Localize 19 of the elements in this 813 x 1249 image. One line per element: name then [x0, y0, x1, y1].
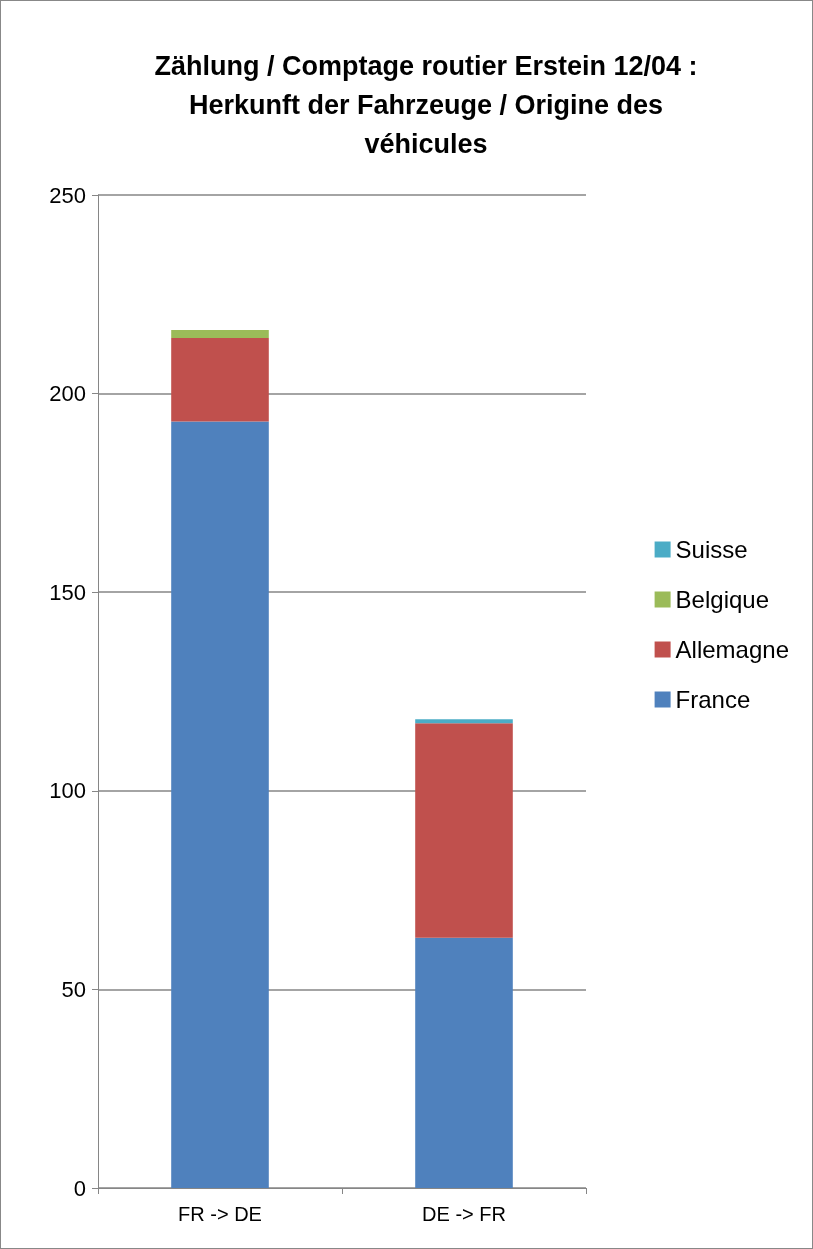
y-tick-label: 150 — [49, 579, 86, 605]
bar — [171, 421, 269, 1188]
legend-label: France — [675, 686, 751, 713]
bar — [415, 723, 513, 938]
bar — [171, 330, 269, 338]
x-tick-label: DE -> FR — [422, 1203, 506, 1225]
chart-title: Zählung / Comptage routier Erstein 12/04 : Herkunft der Fahrzeuge / Origine des véhicules — [154, 50, 698, 159]
y-tick-label: 250 — [49, 182, 86, 208]
bar — [415, 719, 513, 724]
legend-label: Suisse — [675, 536, 748, 563]
y-tick-label: 200 — [49, 381, 86, 407]
legend-label: Belgique — [675, 586, 770, 613]
y-tick-label: 50 — [61, 976, 86, 1002]
legend-label: Allemagne — [675, 636, 789, 663]
bar — [415, 937, 513, 1188]
bar — [171, 337, 269, 422]
y-tick-label: 100 — [49, 778, 86, 804]
x-tick-label: FR -> DE — [178, 1203, 262, 1225]
y-tick-label: 0 — [73, 1175, 86, 1201]
